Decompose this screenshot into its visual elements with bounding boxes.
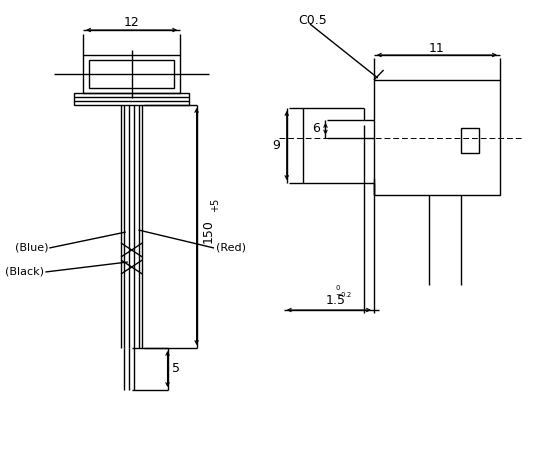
Text: 150: 150 xyxy=(202,220,214,243)
Text: $1.5$: $1.5$ xyxy=(325,293,346,306)
Bar xyxy=(74,93,189,105)
Text: 5: 5 xyxy=(172,363,180,375)
Bar xyxy=(89,60,174,88)
Text: 6: 6 xyxy=(312,122,320,135)
Bar xyxy=(83,55,180,93)
Text: C0.5: C0.5 xyxy=(298,14,327,27)
Text: 9: 9 xyxy=(272,139,280,152)
Text: 11: 11 xyxy=(429,41,445,54)
Bar xyxy=(374,80,500,195)
Bar xyxy=(461,128,479,153)
Text: 12: 12 xyxy=(124,17,139,30)
Text: (Blue): (Blue) xyxy=(15,243,48,253)
Text: (Black): (Black) xyxy=(6,267,44,277)
Text: +5: +5 xyxy=(210,198,220,212)
Text: $^{0}_{-0.2}$: $^{0}_{-0.2}$ xyxy=(335,284,353,301)
Text: (Red): (Red) xyxy=(216,243,246,253)
